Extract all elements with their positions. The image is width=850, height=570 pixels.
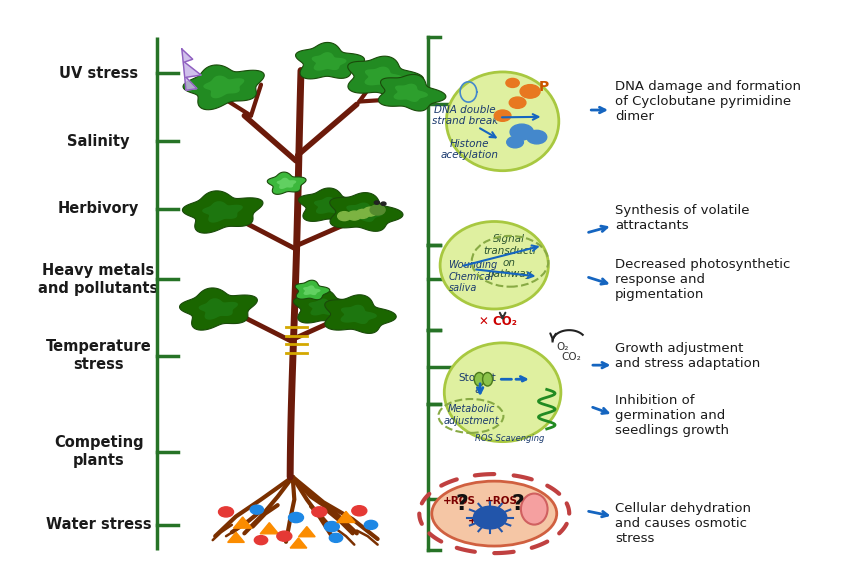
Text: ROS Scavenging: ROS Scavenging [474,434,544,443]
Ellipse shape [440,222,548,309]
Ellipse shape [521,494,547,524]
Text: ?: ? [456,494,468,514]
Text: DNA double
strand break: DNA double strand break [432,105,498,127]
Circle shape [337,211,351,221]
Circle shape [352,506,367,516]
Polygon shape [314,197,348,214]
Circle shape [356,209,369,218]
Ellipse shape [432,481,557,546]
Text: Cellular dehydration
and causes osmotic
stress: Cellular dehydration and causes osmotic … [615,502,751,545]
Text: +ROS: +ROS [443,496,476,506]
Circle shape [218,507,234,517]
Circle shape [329,534,343,543]
Ellipse shape [445,343,561,442]
Polygon shape [298,527,315,537]
Text: Metabolic
adjustment: Metabolic adjustment [444,404,500,426]
Polygon shape [203,76,244,98]
Polygon shape [276,178,297,189]
Text: Competing
plants: Competing plants [54,435,144,468]
Polygon shape [378,75,446,111]
Polygon shape [234,517,252,528]
Polygon shape [346,202,383,222]
Text: Synthesis of volatile
attractants: Synthesis of volatile attractants [615,205,750,233]
Text: Histone
acetylation: Histone acetylation [440,139,498,160]
Polygon shape [202,201,243,223]
Text: Decreased photosynthetic
response and
pigmentation: Decreased photosynthetic response and pi… [615,258,790,301]
Text: Signal
transducti
on
pathway: Signal transducti on pathway [483,234,536,279]
Text: ✕ CO₂: ✕ CO₂ [479,315,518,328]
Circle shape [365,520,377,530]
Ellipse shape [474,372,484,386]
Polygon shape [295,280,330,300]
Polygon shape [337,511,355,523]
Text: ?: ? [511,494,524,514]
Polygon shape [179,288,258,330]
Circle shape [374,201,379,204]
Polygon shape [341,305,377,324]
Text: Wounding
Chemical
saliva: Wounding Chemical saliva [449,260,498,293]
Text: +RNS: +RNS [468,516,501,526]
Text: Heavy metals
and pollutants: Heavy metals and pollutants [38,263,159,296]
Polygon shape [183,191,263,233]
Polygon shape [325,295,396,333]
Polygon shape [330,193,403,231]
Text: +ROS: +ROS [484,496,518,506]
Polygon shape [182,49,201,90]
Circle shape [364,207,377,216]
Text: Water stress: Water stress [46,518,151,532]
Circle shape [288,512,303,523]
Polygon shape [228,532,244,543]
Polygon shape [267,172,306,194]
Circle shape [277,531,292,542]
Text: Inhibition of
germination and
seedlings growth: Inhibition of germination and seedlings … [615,394,729,437]
Polygon shape [303,286,320,295]
Text: Salinity: Salinity [67,133,130,149]
Polygon shape [309,299,341,315]
Text: Herbivory: Herbivory [58,201,139,216]
Polygon shape [348,56,423,97]
Polygon shape [298,188,365,221]
Circle shape [473,506,507,529]
Polygon shape [365,67,403,87]
Polygon shape [199,298,238,320]
Circle shape [507,137,524,148]
Polygon shape [296,42,365,79]
Text: O₂: O₂ [557,342,569,352]
Circle shape [506,79,519,87]
Text: P: P [539,80,549,95]
Ellipse shape [483,372,493,386]
Circle shape [254,536,268,545]
Text: Temperature
stress: Temperature stress [46,339,151,372]
Circle shape [250,505,264,514]
Text: UV stress: UV stress [59,66,139,81]
Polygon shape [293,290,358,323]
Circle shape [312,507,326,517]
Circle shape [381,202,386,205]
Text: DNA damage and formation
of Cyclobutane pyrimidine
dimer: DNA damage and formation of Cyclobutane … [615,80,801,123]
Polygon shape [312,52,347,71]
Text: Growth adjustment
and stress adaptation: Growth adjustment and stress adaptation [615,341,760,369]
Circle shape [510,124,534,140]
Polygon shape [290,538,307,548]
Polygon shape [260,523,279,534]
Circle shape [370,205,385,215]
Text: Stomat
a: Stomat a [459,373,496,394]
Circle shape [527,131,547,144]
Circle shape [509,97,526,108]
Circle shape [494,110,511,121]
Polygon shape [183,65,264,110]
Circle shape [325,522,339,532]
Text: CO₂: CO₂ [561,352,581,363]
Polygon shape [394,84,428,102]
Circle shape [520,84,540,98]
Circle shape [348,211,361,220]
Ellipse shape [446,72,558,170]
